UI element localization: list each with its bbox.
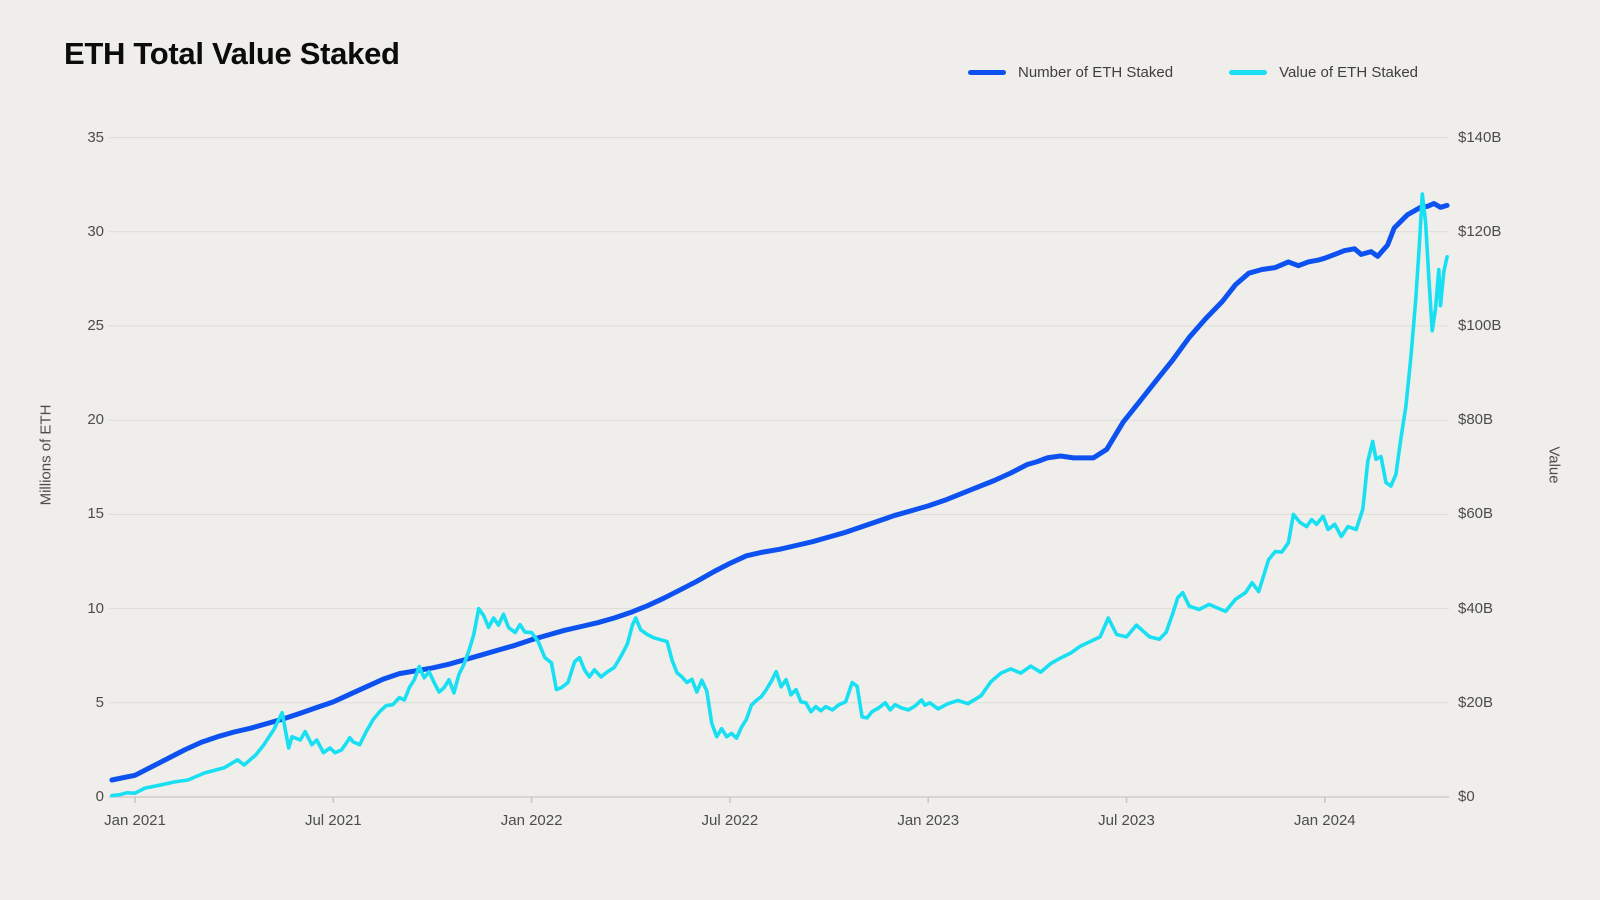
y-axis-left-tick-label: 5 <box>95 693 104 711</box>
x-axis-tick-label: Jan 2023 <box>897 812 960 829</box>
x-axis-tick-label: Jan 2024 <box>1293 812 1356 829</box>
legend-label: Value of ETH Staked <box>1279 64 1419 81</box>
y-axis-right-tick-label: $140B <box>1458 128 1502 146</box>
y-axis-left-tick-label: 0 <box>95 788 104 805</box>
x-axis-tick-label: Jul 2023 <box>1098 812 1155 829</box>
y-axis-left-tick-label: 10 <box>87 599 104 617</box>
series-line-value-of-eth-staked <box>110 192 1449 798</box>
y-axis-left-tick-label: 15 <box>87 505 104 523</box>
y-axis-right-tick-label: $60B <box>1458 505 1494 523</box>
y-axis-right-tick-label: $0 <box>1458 788 1475 805</box>
x-axis-tick-label: Jul 2021 <box>304 812 362 829</box>
legend-item-number-of-eth-staked[interactable]: Number of ETH Staked <box>968 64 1173 81</box>
legend-swatch-blue-line-icon <box>968 70 1006 75</box>
x-axis-tick-label: Jan 2022 <box>500 812 563 829</box>
legend: Number of ETH Staked Value of ETH Staked <box>968 64 1418 81</box>
y-axis-left-tick-label: 35 <box>87 128 104 146</box>
y-axis-left-tick-label: 30 <box>87 222 104 240</box>
y-axis-title-left: Millions of ETH <box>37 404 55 506</box>
legend-swatch-cyan-line-icon <box>1229 70 1268 75</box>
page-title: ETH Total Value Staked <box>64 36 400 71</box>
x-axis-tick-label: Jul 2022 <box>701 812 759 829</box>
legend-label: Number of ETH Staked <box>1018 64 1174 81</box>
series-line-number-of-eth-staked <box>109 201 1450 783</box>
y-axis-right-tick-label: $80B <box>1458 411 1494 429</box>
y-axis-title-right: Value <box>1545 446 1563 484</box>
x-axis-tick-label: Jan 2021 <box>104 812 166 829</box>
y-axis-right-tick-label: $100B <box>1458 317 1502 334</box>
y-axis-right-tick-label: $120B <box>1458 222 1502 240</box>
y-axis-left-tick-label: 25 <box>87 317 104 334</box>
y-axis-left-tick-label: 20 <box>87 411 104 429</box>
legend-item-value-of-eth-staked[interactable]: Value of ETH Staked <box>1229 64 1418 81</box>
y-axis-right-tick-label: $20B <box>1458 693 1494 711</box>
y-axis-right-tick-label: $40B <box>1458 599 1494 617</box>
